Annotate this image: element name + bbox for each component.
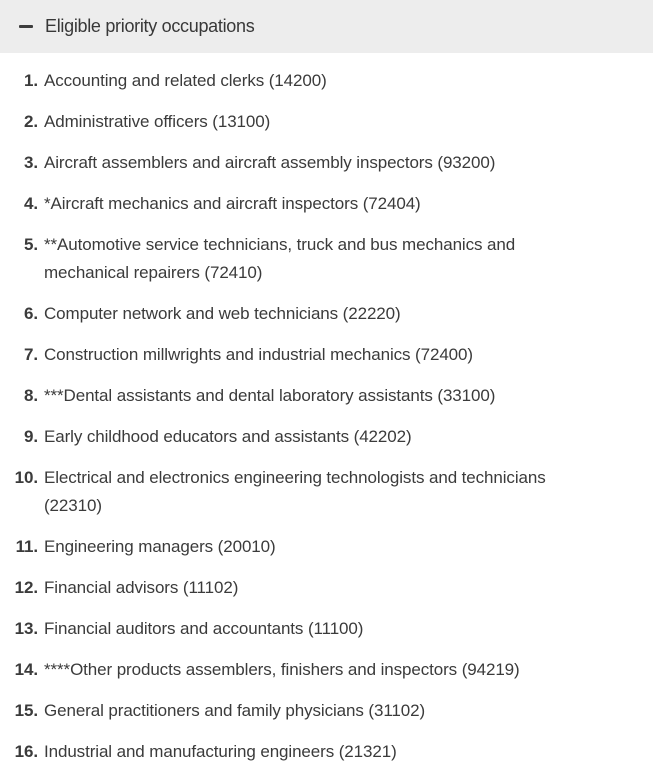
occupation-list-item: 9. Early childhood educators and assista… — [0, 423, 653, 451]
occupation-text: Early childhood educators and assistants… — [44, 427, 412, 446]
occupation-number: 3. — [24, 153, 38, 172]
occupation-number: 11. — [15, 537, 39, 556]
accordion-header[interactable]: Eligible priority occupations — [0, 0, 653, 53]
occupation-number: 13. — [14, 619, 38, 638]
occupation-number: 14. — [14, 660, 38, 679]
occupation-text: Financial auditors and accountants (1110… — [44, 619, 364, 638]
occupation-number: 8. — [24, 386, 38, 405]
occupation-list-item: 7. Construction millwrights and industri… — [0, 341, 653, 369]
occupation-list: 1. Accounting and related clerks (14200)… — [0, 53, 653, 766]
occupation-text: Accounting and related clerks (14200) — [44, 71, 327, 90]
occupation-list-item: 2. Administrative officers (13100) — [0, 108, 653, 136]
occupation-number: 4. — [24, 194, 38, 213]
occupation-number: 7. — [24, 345, 38, 364]
occupation-list-item: 10. Electrical and electronics engineeri… — [0, 464, 653, 520]
occupation-number: 16. — [14, 742, 38, 761]
occupation-number: 9. — [24, 427, 38, 446]
occupation-list-item: 6. Computer network and web technicians … — [0, 300, 653, 328]
collapse-minus-icon — [19, 25, 33, 28]
occupation-text: Industrial and manufacturing engineers (… — [44, 742, 397, 761]
occupation-text: Computer network and web technicians (22… — [44, 304, 401, 323]
occupation-list-item: 14. ****Other products assemblers, finis… — [0, 656, 653, 684]
accordion-title: Eligible priority occupations — [45, 16, 255, 36]
occupation-number: 12. — [14, 578, 38, 597]
occupation-text: Aircraft assemblers and aircraft assembl… — [44, 153, 496, 172]
occupation-text: Construction millwrights and industrial … — [44, 345, 473, 364]
occupation-text: ****Other products assemblers, finishers… — [44, 660, 520, 679]
occupation-number: 5. — [24, 235, 38, 254]
occupation-list-item: 1. Accounting and related clerks (14200) — [0, 67, 653, 95]
occupation-text: Financial advisors (11102) — [44, 578, 239, 597]
occupation-text: General practitioners and family physici… — [44, 701, 426, 720]
occupation-list-item: 11. Engineering managers (20010) — [0, 533, 653, 561]
occupation-number: 10. — [14, 468, 38, 487]
occupation-text: ***Dental assistants and dental laborato… — [44, 386, 496, 405]
occupation-list-item: 4. *Aircraft mechanics and aircraft insp… — [0, 190, 653, 218]
occupation-number: 15. — [14, 701, 38, 720]
occupation-list-item: 3. Aircraft assemblers and aircraft asse… — [0, 149, 653, 177]
occupation-number: 6. — [24, 304, 38, 323]
occupation-text: Engineering managers (20010) — [44, 537, 276, 556]
occupation-list-item: 16. Industrial and manufacturing enginee… — [0, 738, 653, 766]
occupation-list-item: 13. Financial auditors and accountants (… — [0, 615, 653, 643]
occupation-text: Administrative officers (13100) — [44, 112, 271, 131]
occupation-list-item: 5. **Automotive service technicians, tru… — [0, 231, 653, 287]
occupation-text: Electrical and electronics engineering t… — [44, 468, 546, 515]
occupation-list-item: 12. Financial advisors (11102) — [0, 574, 653, 602]
occupation-number: 1. — [24, 71, 38, 90]
occupation-text: **Automotive service technicians, truck … — [44, 235, 516, 282]
occupation-number: 2. — [24, 112, 38, 131]
occupation-list-item: 15. General practitioners and family phy… — [0, 697, 653, 725]
occupation-text: *Aircraft mechanics and aircraft inspect… — [44, 194, 421, 213]
occupation-list-item: 8. ***Dental assistants and dental labor… — [0, 382, 653, 410]
